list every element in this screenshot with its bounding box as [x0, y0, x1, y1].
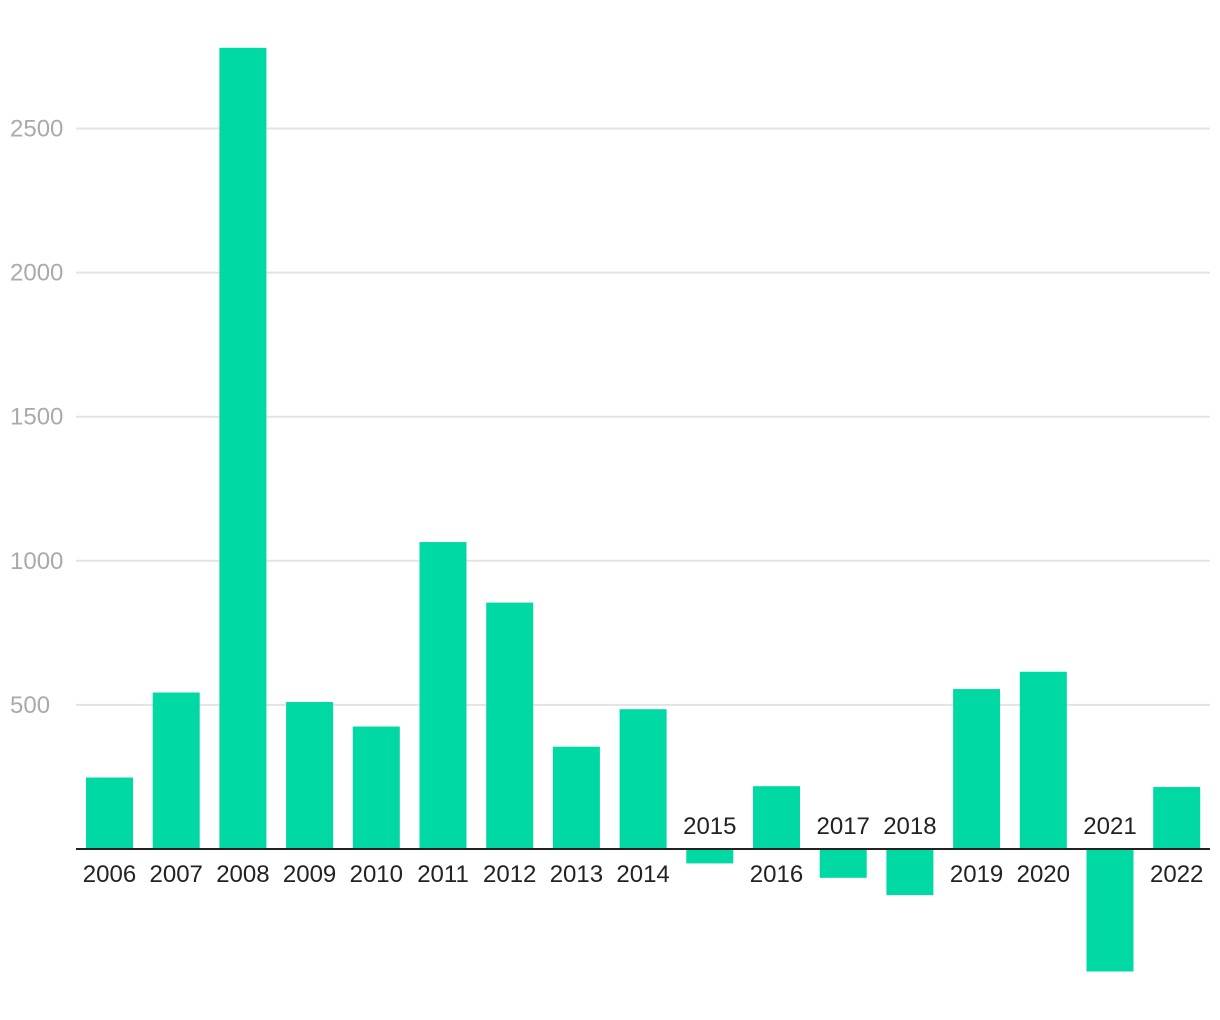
- y-tick-label: 2000: [10, 260, 63, 287]
- bar-2016: [753, 786, 800, 849]
- x-tick-label: 2018: [883, 813, 936, 840]
- bar-2013: [552, 746, 600, 849]
- x-tick-label: 2016: [750, 861, 803, 888]
- x-tick-label: 2020: [1017, 861, 1070, 888]
- x-tick-label: 2006: [83, 861, 136, 888]
- bar-2007: [152, 692, 200, 849]
- y-axis-ticks: 500 1000 1500 2000 2500: [10, 116, 63, 719]
- x-tick-label: 2017: [817, 813, 870, 840]
- x-tick-label: 2007: [150, 861, 203, 888]
- x-tick-label: 2010: [350, 861, 403, 888]
- bar-2018: [886, 849, 934, 896]
- x-tick-label: 2012: [483, 861, 536, 888]
- x-tick-label: 2011: [417, 861, 469, 888]
- bar-2015: [686, 849, 734, 864]
- x-tick-label: 2014: [616, 861, 669, 888]
- bar-2010: [352, 726, 400, 849]
- bar-2014: [619, 709, 667, 849]
- y-tick-label: 1000: [10, 548, 63, 575]
- y-tick-label: 2500: [10, 116, 63, 143]
- x-tick-label: 2013: [550, 861, 603, 888]
- x-tick-label: 2008: [216, 861, 269, 888]
- bar-2006: [86, 777, 133, 849]
- bar-2012: [486, 602, 534, 849]
- y-tick-label: 500: [10, 692, 50, 719]
- bar-2020: [1019, 671, 1067, 849]
- x-tick-label: 2009: [283, 861, 336, 888]
- x-tick-label: 2019: [950, 861, 1003, 888]
- bar-2022: [1153, 787, 1201, 849]
- bar-2021: [1086, 849, 1134, 972]
- bar-2019: [953, 689, 1001, 849]
- bar-2008: [219, 47, 267, 849]
- x-axis-ticks: 2006 2007 2008 2009 2010 2011 2012 2013 2014 2015…: [83, 813, 1204, 888]
- bar-2017: [819, 849, 867, 878]
- y-tick-label: 1500: [10, 404, 63, 431]
- bar-2011: [419, 542, 467, 849]
- x-tick-label: 2021: [1083, 813, 1136, 840]
- bar-2009: [286, 702, 334, 849]
- x-tick-label: 2022: [1150, 861, 1203, 888]
- bars: [86, 47, 1201, 972]
- x-tick-label: 2015: [683, 813, 736, 840]
